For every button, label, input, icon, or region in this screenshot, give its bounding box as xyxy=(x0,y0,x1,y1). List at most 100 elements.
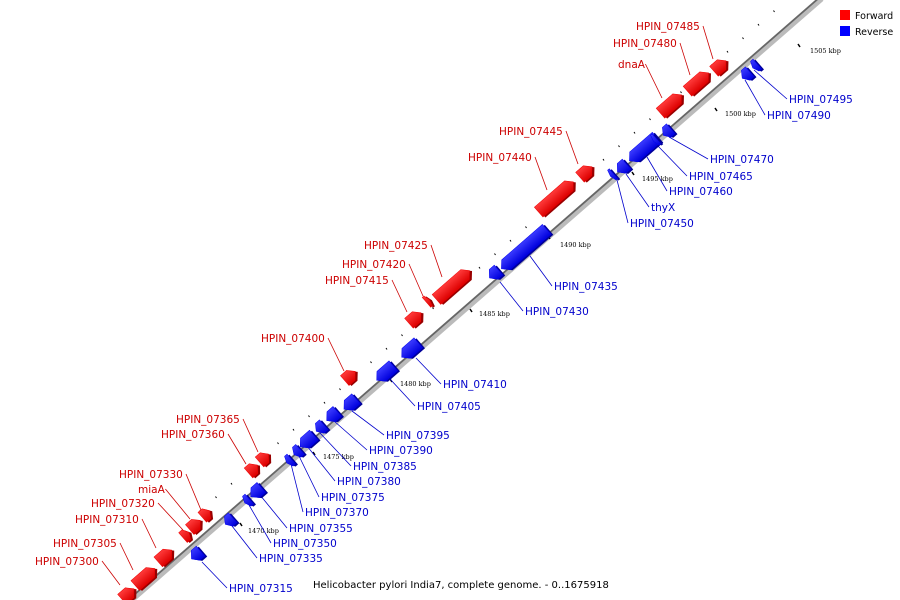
gene-arrow-hpin_07335 xyxy=(224,512,240,527)
legend-reverse-label: Reverse xyxy=(855,27,893,38)
gene-arrows xyxy=(117,58,764,600)
gene-arrow-hpin_07375 xyxy=(292,444,307,458)
gene-arrow-dnaa xyxy=(655,93,684,119)
minor-tick xyxy=(602,158,605,161)
gene-arrow-hpin_07420 xyxy=(421,295,435,308)
leader-line xyxy=(499,281,524,312)
leader-line xyxy=(625,173,650,208)
gene-arrow-body xyxy=(185,519,201,535)
gene-arrow-body xyxy=(284,453,296,467)
gene-arrow-hpin_07430 xyxy=(489,264,506,280)
gene-label-hpin_07310: HPIN_07310 xyxy=(75,514,139,526)
gene-label-hpin_07315: HPIN_07315 xyxy=(229,583,293,595)
gene-arrow-body xyxy=(343,393,361,411)
minor-tick xyxy=(230,482,233,485)
genome-caption: Helicobacter pylori India7, complete gen… xyxy=(313,580,609,591)
leader-line xyxy=(744,79,766,116)
gene-label-hpin_07410: HPIN_07410 xyxy=(443,379,507,391)
gene-label-hpin_07370: HPIN_07370 xyxy=(305,507,369,519)
label-leader-lines xyxy=(101,25,788,589)
gene-label-hpin_07470: HPIN_07470 xyxy=(710,154,774,166)
leader-line xyxy=(259,494,288,529)
leader-line xyxy=(201,561,228,589)
major-tick xyxy=(797,43,801,48)
gene-arrow-hpin_07385 xyxy=(315,419,331,434)
gene-arrow-hpin_07390 xyxy=(326,406,344,423)
gene-label-dnaa: dnaA xyxy=(618,59,646,71)
gene-label-hpin_07430: HPIN_07430 xyxy=(525,306,589,318)
leader-line xyxy=(351,410,385,436)
leader-line xyxy=(391,279,408,313)
leader-line xyxy=(646,156,668,192)
gene-arrow-body xyxy=(682,71,709,97)
gene-label-hpin_07385: HPIN_07385 xyxy=(353,461,417,473)
gene-arrow-body xyxy=(650,133,662,146)
minor-tick xyxy=(385,347,388,350)
gene-label-hpin_07400: HPIN_07400 xyxy=(261,333,325,345)
leader-line xyxy=(679,42,691,76)
gene-arrow-body xyxy=(617,158,632,174)
tick-label: 1505 kbp xyxy=(810,47,841,55)
leader-line xyxy=(119,542,134,571)
gene-arrow-hpin_07480 xyxy=(682,71,711,97)
gene-arrow-body xyxy=(376,360,398,382)
gene-arrow-hpin_07425 xyxy=(431,269,473,305)
gene-arrow-hpin_07320 xyxy=(178,529,194,544)
minor-tick xyxy=(494,253,496,256)
gene-arrow-hpin_07355 xyxy=(250,482,268,499)
gene-label-hpin_07395: HPIN_07395 xyxy=(386,430,450,442)
gene-label-hpin_07465: HPIN_07465 xyxy=(689,171,753,183)
gene-arrow-body xyxy=(489,264,504,280)
gene-arrow-body xyxy=(299,429,319,449)
gene-arrow-body xyxy=(178,529,191,543)
leader-line xyxy=(333,420,368,451)
gene-arrow-body xyxy=(292,444,305,458)
gene-arrow-body xyxy=(662,123,676,138)
leader-line xyxy=(616,179,629,224)
tick-label: 1500 kbp xyxy=(725,110,756,118)
gene-arrow-body xyxy=(242,493,254,507)
gene-label-hpin_07495: HPIN_07495 xyxy=(789,94,853,106)
gene-arrow-body xyxy=(130,567,156,591)
gene-arrow-body xyxy=(501,224,552,270)
gene-arrow-body xyxy=(243,463,258,479)
gene-arrow-hpin_07465 xyxy=(650,133,664,146)
gene-arrow-hpin_07410 xyxy=(401,337,426,359)
gene-label-hpin_07305: HPIN_07305 xyxy=(53,538,117,550)
leader-line xyxy=(389,378,416,407)
gene-arrow-hpin_07495 xyxy=(750,58,764,72)
minor-tick xyxy=(478,266,481,269)
gene-arrow-hpin_07450 xyxy=(607,168,621,181)
minor-tick xyxy=(370,361,372,364)
gene-arrow-body xyxy=(153,548,173,568)
minor-tick xyxy=(292,428,295,431)
gene-arrow-hpin_07395 xyxy=(343,393,363,411)
gene-arrow-body xyxy=(404,311,422,329)
gene-label-hpin_07415: HPIN_07415 xyxy=(325,275,389,287)
major-tick xyxy=(631,171,635,176)
gene-arrow-hpin_07315 xyxy=(191,545,208,561)
gene-arrow-body xyxy=(315,419,329,434)
gene-arrow-hpin_07305 xyxy=(130,567,158,591)
gene-label-hpin_07380: HPIN_07380 xyxy=(337,476,401,488)
leader-line xyxy=(565,130,579,165)
minor-tick xyxy=(308,415,310,418)
leader-line xyxy=(529,255,553,287)
minor-tick xyxy=(618,145,620,148)
gene-label-hpin_07490: HPIN_07490 xyxy=(767,110,831,122)
leader-line xyxy=(227,433,247,465)
gene-arrow-hpin_07440 xyxy=(534,180,576,218)
gene-arrow-body xyxy=(340,370,356,386)
minor-tick xyxy=(432,307,434,310)
gene-label-hpin_07375: HPIN_07375 xyxy=(321,492,385,504)
gene-arrow-thyx xyxy=(617,158,634,174)
gene-label-hpin_07460: HPIN_07460 xyxy=(669,186,733,198)
gene-arrow-hpin_07415 xyxy=(404,311,424,329)
leader-line xyxy=(242,418,259,453)
gene-label-hpin_07435: HPIN_07435 xyxy=(554,281,618,293)
leader-line xyxy=(534,156,548,191)
genome-backbone xyxy=(126,0,818,600)
leader-line xyxy=(290,463,304,513)
gene-arrow-shade xyxy=(653,134,664,146)
